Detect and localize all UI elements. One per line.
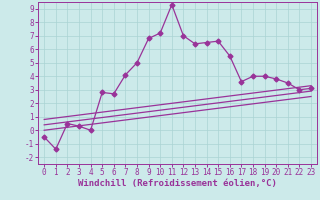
X-axis label: Windchill (Refroidissement éolien,°C): Windchill (Refroidissement éolien,°C): [78, 179, 277, 188]
